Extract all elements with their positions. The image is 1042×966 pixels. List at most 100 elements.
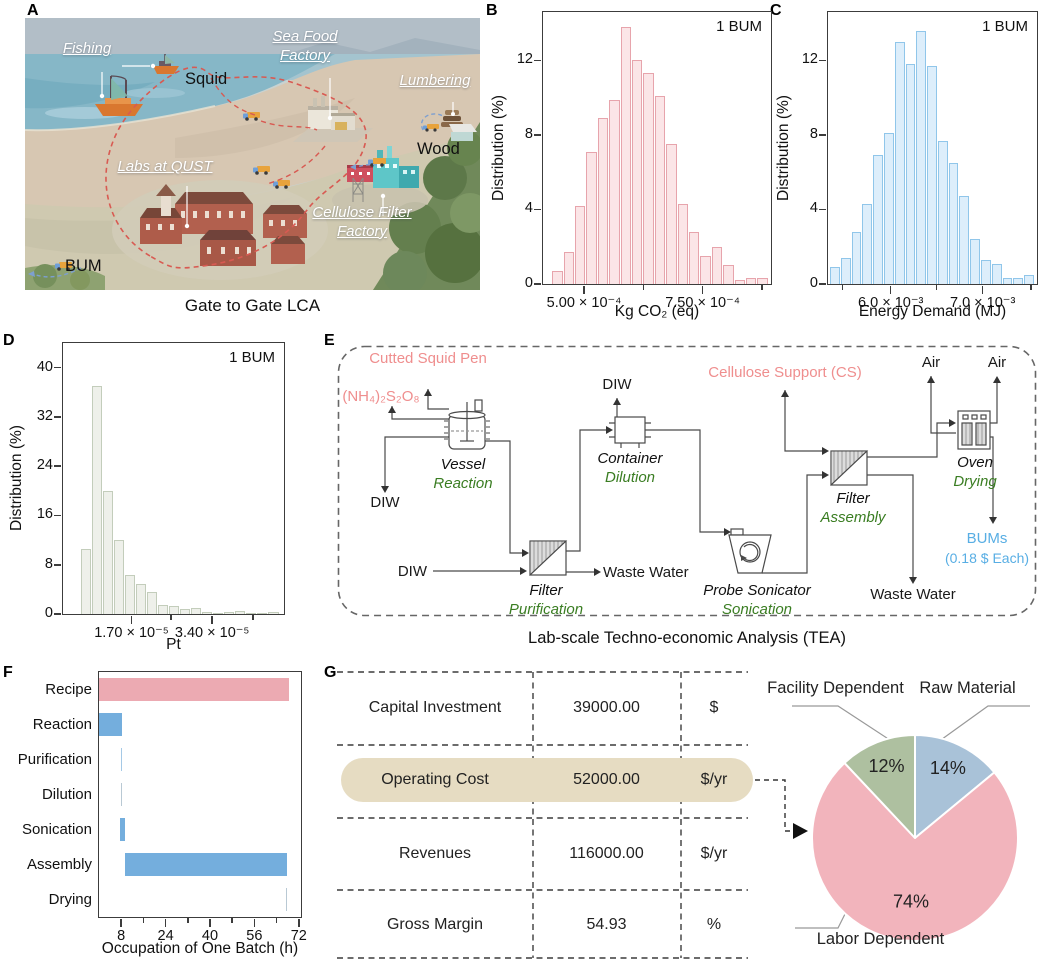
fishing-boat-large <box>95 75 143 116</box>
stream-squid-pen: Cutted Squid Pen <box>369 350 487 367</box>
histogram-bar <box>124 575 135 614</box>
histogram-bar <box>158 604 169 614</box>
probe-sonicator-icon <box>728 528 772 574</box>
x-tick-label: 6.0 × 10⁻³ <box>858 295 924 311</box>
pt-histogram: 1 BUM 0 8 16 24 32 40 1.70 × 10⁻⁵ 3.40 × 10⁻⁵ <box>37 342 285 641</box>
histogram-bar <box>830 267 840 284</box>
stream-cellulose-support: Cellulose Support (CS) <box>708 364 861 381</box>
y-tick-label: 32 <box>36 407 53 424</box>
label-seafood-line1: Sea Food <box>272 28 338 45</box>
y-tick <box>819 59 827 62</box>
histogram-bar <box>1002 278 1013 284</box>
histogram-bar <box>102 490 113 614</box>
energy-histogram: 1 BUM 0 4 8 12 6.0 × 10⁻³ 7.0 × 10⁻³ <box>802 11 1038 311</box>
histogram-bar <box>620 26 631 284</box>
lca-scene: Fishing Squid Sea Food Factory Lumbering… <box>24 18 490 295</box>
gantt-bar <box>121 783 123 806</box>
gantt-bar <box>120 818 126 841</box>
histogram-bar <box>552 270 563 284</box>
histogram-bar <box>113 540 124 614</box>
gantt-category-label: Reaction <box>32 715 92 733</box>
unit-probe-sonicator: Probe Sonicator <box>703 582 812 599</box>
pie-percent-label: 12% <box>869 756 905 776</box>
panel-a-caption: Gate to Gate LCA <box>184 296 321 315</box>
pie-label-facility: Facility Dependent <box>767 679 904 697</box>
label-cellulose-factory: Cellulose Filter Factory <box>287 204 437 242</box>
f-xlabel: Occupation of One Batch (h) <box>101 940 299 957</box>
container-icon <box>609 416 651 448</box>
pie-connector-arrow <box>755 779 808 839</box>
y-tick-label: 40 <box>36 358 53 375</box>
x-tick <box>211 615 213 624</box>
gantt-category-label: Recipe <box>45 680 92 698</box>
batch-occupation-chart: Recipe Reaction Purification Dilution Sonica… <box>18 671 307 944</box>
x-minor-tick <box>186 918 189 923</box>
process-dilution: Dilution <box>605 469 655 486</box>
x-tick-label: 24 <box>157 928 174 944</box>
x-tick-label: 1.70 × 10⁻⁵ <box>94 625 169 641</box>
panel-e-letter: E <box>324 332 335 349</box>
unit-vessel: Vessel <box>441 456 486 473</box>
histogram-bar <box>563 252 574 284</box>
stream-diw-1: DIW <box>370 494 400 511</box>
b-xlabel: Kg CO₂ (eq) <box>614 303 700 320</box>
label-cellulose-line1: Cellulose Filter <box>312 204 412 221</box>
process-drying: Drying <box>953 473 997 490</box>
lca-scene-art <box>24 18 490 295</box>
x-minor-tick <box>841 285 844 290</box>
histogram-bar <box>213 612 224 614</box>
gantt-category-label: Dilution <box>41 785 92 803</box>
truck-mid-1 <box>253 166 270 175</box>
pie-slice <box>914 734 996 839</box>
stream-diw-2: DIW <box>398 563 428 580</box>
y-tick <box>54 416 62 418</box>
vessel-icon <box>444 399 490 450</box>
histogram-bar <box>981 259 991 284</box>
assembly-filter-icon <box>830 450 869 487</box>
pie-label-labor: Labor Dependent <box>816 930 945 948</box>
histogram-bar <box>937 140 948 284</box>
d-annotation: 1 BUM <box>229 349 275 366</box>
d-ylabel: Distribution (%) <box>8 425 25 532</box>
panel-d-letter: D <box>3 332 15 349</box>
x-tick-label: 5.00 × 10⁻⁴ <box>546 295 622 311</box>
table-row-value: 39000.00 <box>573 699 640 716</box>
table-row-unit: $/yr <box>700 771 728 788</box>
histogram-bar <box>688 231 700 284</box>
histogram-bar <box>235 610 246 614</box>
x-tick <box>164 918 167 927</box>
stream-diw-3: DIW <box>602 376 632 393</box>
lumbering-site <box>441 110 477 141</box>
labs-buildings <box>112 180 328 280</box>
x-tick-label: 72 <box>290 928 307 944</box>
panel-b-letter: B <box>486 2 498 19</box>
y-tick <box>534 208 542 211</box>
product-bums: BUMs <box>967 530 1008 547</box>
histogram-bar <box>862 203 873 284</box>
table-row-value: 116000.00 <box>569 845 644 862</box>
histogram-bar <box>643 73 654 284</box>
label-labs: Labs at QUST <box>117 158 213 175</box>
table-row-label: Operating Cost <box>381 771 489 788</box>
x-tick-label: 7.50 × 10⁻⁴ <box>665 295 740 311</box>
histogram-bar <box>723 265 734 284</box>
table-row-label: Capital Investment <box>368 699 502 716</box>
table-row-value: 54.93 <box>586 916 627 933</box>
oven-icon <box>957 410 991 450</box>
histogram-bar <box>91 386 102 614</box>
histogram-bars <box>830 12 1035 284</box>
table-row-label: Gross Margin <box>386 916 484 933</box>
process-assembly: Assembly <box>819 509 887 526</box>
pie-percent-label: 74% <box>893 892 929 912</box>
histogram-bar <box>851 231 862 284</box>
y-tick-label: 12 <box>516 51 533 68</box>
truck-mid-2 <box>273 180 290 189</box>
label-cellulose-line2: Factory <box>336 222 387 240</box>
operating-cost-highlight <box>341 758 753 802</box>
gantt-bar <box>99 713 123 736</box>
x-minor-tick <box>761 285 763 290</box>
b-annotation: 1 BUM <box>716 18 762 35</box>
x-tick <box>209 918 211 927</box>
y-tick <box>819 283 827 285</box>
histogram-bar <box>905 64 916 284</box>
